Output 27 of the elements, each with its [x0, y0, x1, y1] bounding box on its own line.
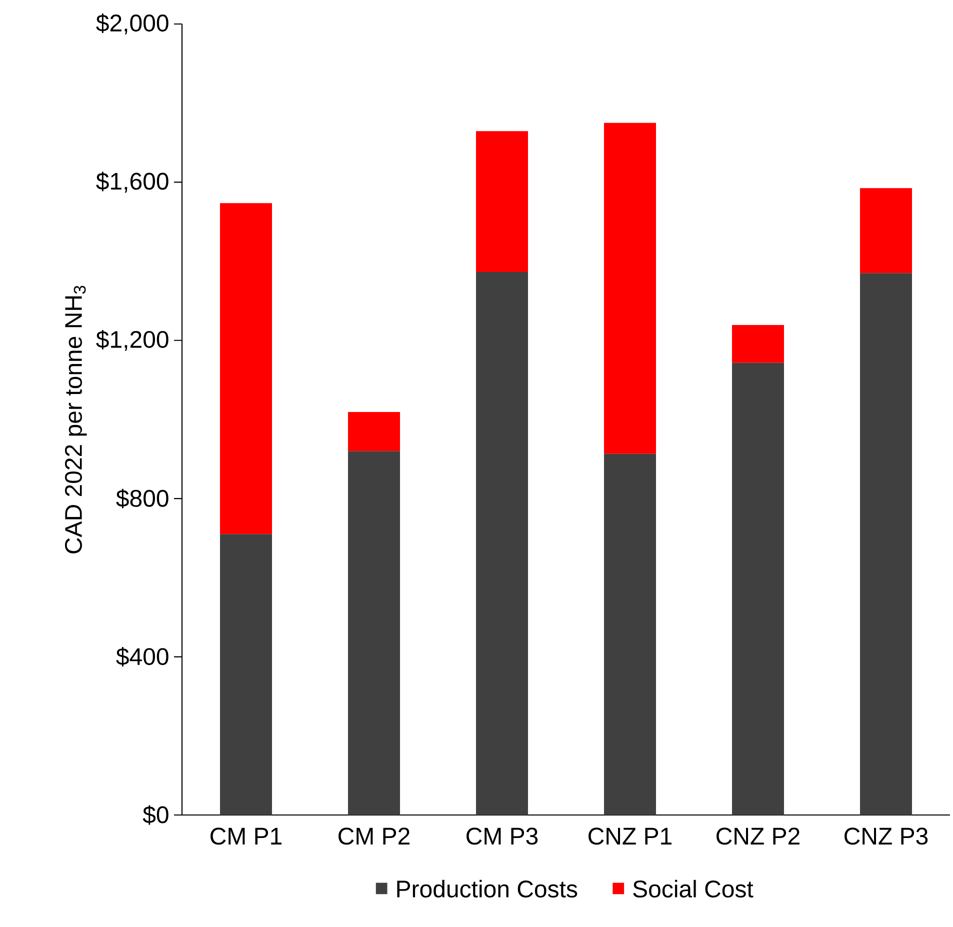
bar [476, 131, 528, 272]
bar [476, 272, 528, 815]
legend-label: Production Costs [397, 880, 578, 898]
bar [348, 412, 400, 452]
x-tick-label: CNZ P3 [844, 828, 928, 845]
y-tick-label: $0 [142, 805, 168, 825]
bar [348, 451, 400, 815]
bar [732, 324, 784, 363]
bar [220, 534, 272, 815]
y-tick-label: $800 [116, 488, 168, 508]
bar [860, 273, 912, 815]
bar [220, 203, 272, 534]
x-tick-label: CNZ P2 [716, 828, 800, 845]
y-tick-label: $1,200 [96, 330, 168, 351]
y-tick-label: $1,600 [96, 172, 168, 193]
x-tick-label: CM P3 [466, 828, 538, 845]
y-axis-title: CAD 2022 per tonne NH$_{3}$ [64, 286, 87, 554]
x-tick-label: CM P1 [210, 828, 282, 845]
bar [604, 122, 656, 454]
legend-label: Social Cost [633, 880, 754, 898]
x-tick-label: CM P2 [338, 828, 410, 845]
y-tick-label: $400 [116, 647, 168, 667]
bar [604, 454, 656, 815]
bar [732, 362, 784, 815]
y-tick-label: $2,000 [96, 14, 168, 34]
x-tick-label: CNZ P1 [588, 828, 672, 845]
bar [860, 188, 912, 274]
